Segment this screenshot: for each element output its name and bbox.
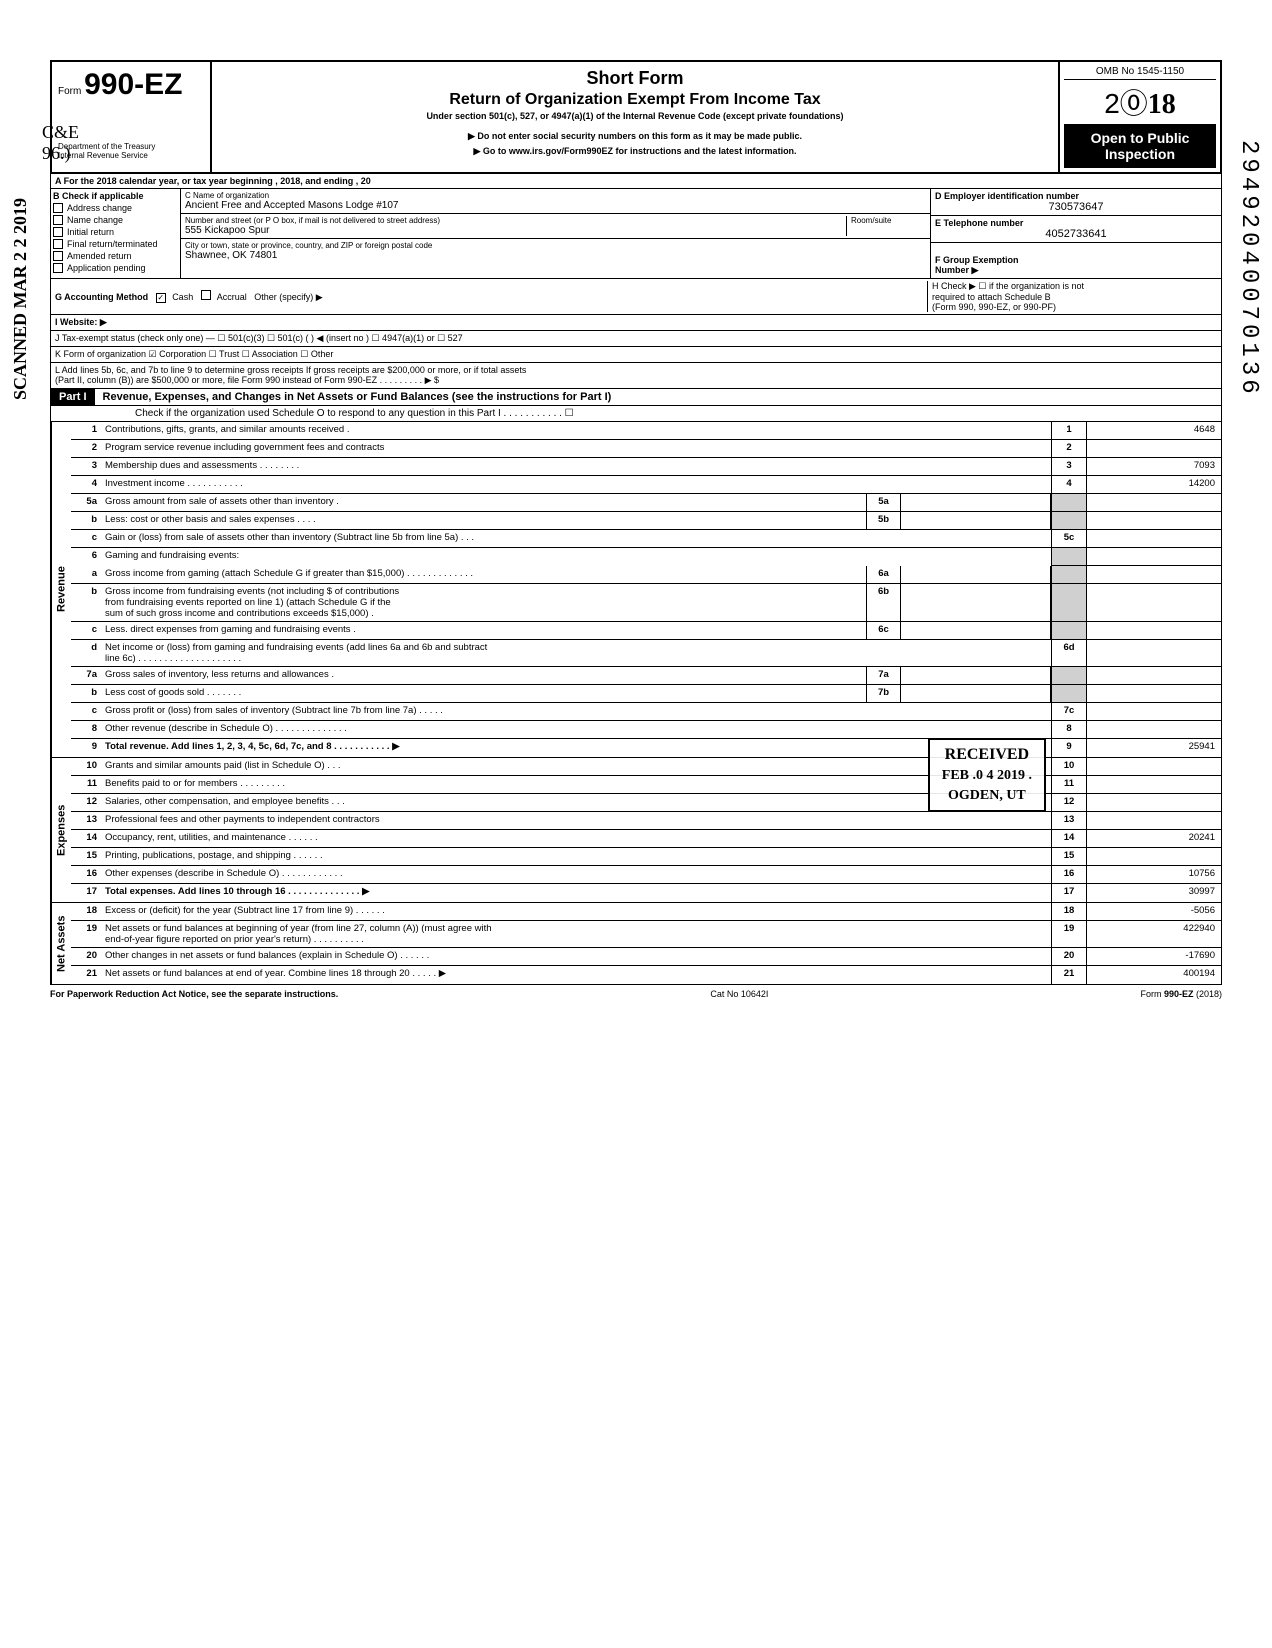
row-a-text: A For the 2018 calendar year, or tax yea… xyxy=(55,176,371,186)
footer-right: Form 990-EZ (2018) xyxy=(1140,989,1222,999)
open-public: Open to Public Inspection xyxy=(1064,124,1216,168)
gross-receipts: L Add lines 5b, 6c, and 7b to line 9 to … xyxy=(55,365,526,386)
year-cell: OMB No 1545-1150 2⓪18 Open to Public Ins… xyxy=(1060,62,1220,172)
footer: For Paperwork Reduction Act Notice, see … xyxy=(50,989,1222,999)
row-j: J Tax-exempt status (check only one) — ☐… xyxy=(50,331,1222,347)
document-id: 29492040070136 xyxy=(1235,140,1262,398)
form-of-org: K Form of organization ☑ Corporation ☐ T… xyxy=(55,349,333,360)
bcdef-grid: B Check if applicable Address change Nam… xyxy=(50,189,1222,279)
part1-check-row: Check if the organization used Schedule … xyxy=(50,406,1222,422)
footer-mid: Cat No 10642I xyxy=(710,989,768,999)
city: Shawnee, OK 74801 xyxy=(185,250,926,261)
cb-final[interactable]: Final return/terminated xyxy=(53,239,178,249)
short-form-label: Short Form xyxy=(218,68,1052,89)
notice-1: ▶ Do not enter social security numbers o… xyxy=(218,131,1052,142)
received-stamp: RECEIVED FEB .0 4 2019 . OGDEN, UT xyxy=(928,738,1046,812)
col-b: B Check if applicable Address change Nam… xyxy=(51,189,181,278)
row-k: K Form of organization ☑ Corporation ☐ T… xyxy=(50,347,1222,363)
main-title: Return of Organization Exempt From Incom… xyxy=(218,91,1052,109)
cb-initial[interactable]: Initial return xyxy=(53,227,178,237)
col-right: D Employer identification number 7305736… xyxy=(931,189,1221,278)
footer-left: For Paperwork Reduction Act Notice, see … xyxy=(50,989,338,999)
ce-stamp: C&E 96.) xyxy=(42,122,79,164)
scanned-stamp: SCANNED MAR 2 2 2019 xyxy=(10,198,31,400)
dept-label: Department of the Treasury Internal Reve… xyxy=(58,142,204,160)
tax-year: 2⓪18 xyxy=(1064,82,1216,122)
row-a: A For the 2018 calendar year, or tax yea… xyxy=(50,174,1222,189)
cb-accrual[interactable] xyxy=(201,290,211,300)
form-header: Form 990-EZ C&E 96.) Department of the T… xyxy=(50,60,1222,174)
subtitle: Under section 501(c), 527, or 4947(a)(1)… xyxy=(218,111,1052,121)
other-specify: Other (specify) ▶ xyxy=(254,292,322,302)
form-number-cell: Form 990-EZ C&E 96.) Department of the T… xyxy=(52,62,212,172)
omb-number: OMB No 1545-1150 xyxy=(1064,66,1216,80)
cb-cash[interactable]: ✓ xyxy=(156,293,166,303)
city-label: City or town, state or province, country… xyxy=(185,241,926,250)
street: 555 Kickapoo Spur xyxy=(185,225,846,236)
row-l: L Add lines 5b, 6c, and 7b to line 9 to … xyxy=(50,363,1222,389)
part1-title: Revenue, Expenses, and Changes in Net As… xyxy=(95,391,612,403)
cb-pending[interactable]: Application pending xyxy=(53,263,178,273)
part1-label: Part I xyxy=(51,389,95,405)
phone-value: 4052733641 xyxy=(935,228,1217,240)
expenses-table: Expenses RECEIVED FEB .0 4 2019 . OGDEN,… xyxy=(50,758,1222,903)
col-c: C Name of organization Ancient Free and … xyxy=(181,189,931,278)
street-label: Number and street (or P O box, if mail i… xyxy=(185,216,846,225)
ein-value: 730573647 xyxy=(935,201,1217,213)
part1-check: Check if the organization used Schedule … xyxy=(55,408,574,419)
revenue-table: Revenue 1Contributions, gifts, grants, a… xyxy=(50,422,1222,758)
org-name-label: C Name of organization xyxy=(185,191,926,200)
phone-label: E Telephone number xyxy=(935,218,1217,228)
col-b-label: B Check if applicable xyxy=(53,191,178,201)
title-cell: Short Form Return of Organization Exempt… xyxy=(212,62,1060,172)
revenue-label: Revenue xyxy=(51,422,71,757)
cb-name[interactable]: Name change xyxy=(53,215,178,225)
cb-address[interactable]: Address change xyxy=(53,203,178,213)
notice-2: ▶ Go to www.irs.gov/Form990EZ for instru… xyxy=(218,146,1052,157)
expenses-label: Expenses xyxy=(51,758,71,902)
room-label: Room/suite xyxy=(851,216,926,225)
form-number: 990-EZ xyxy=(84,68,182,101)
cb-amended[interactable]: Amended return xyxy=(53,251,178,261)
org-name: Ancient Free and Accepted Masons Lodge #… xyxy=(185,200,926,211)
row-g-h: G Accounting Method ✓ Cash Accrual Other… xyxy=(50,279,1222,315)
netassets-label: Net Assets xyxy=(51,903,71,984)
accounting-label: G Accounting Method xyxy=(55,292,148,302)
part1-header-row: Part I Revenue, Expenses, and Changes in… xyxy=(50,389,1222,406)
group-exempt-label: F Group Exemption Number ▶ xyxy=(935,255,1019,275)
ein-label: D Employer identification number xyxy=(935,191,1217,201)
netassets-table: Net Assets 18Excess or (deficit) for the… xyxy=(50,903,1222,985)
form-prefix: Form xyxy=(58,86,81,97)
tax-exempt-status: J Tax-exempt status (check only one) — ☐… xyxy=(55,333,463,344)
row-i: I Website: ▶ xyxy=(50,315,1222,331)
section-h: H Check ▶ ☐ if the organization is not r… xyxy=(927,281,1217,312)
website-label: I Website: ▶ xyxy=(55,317,107,328)
